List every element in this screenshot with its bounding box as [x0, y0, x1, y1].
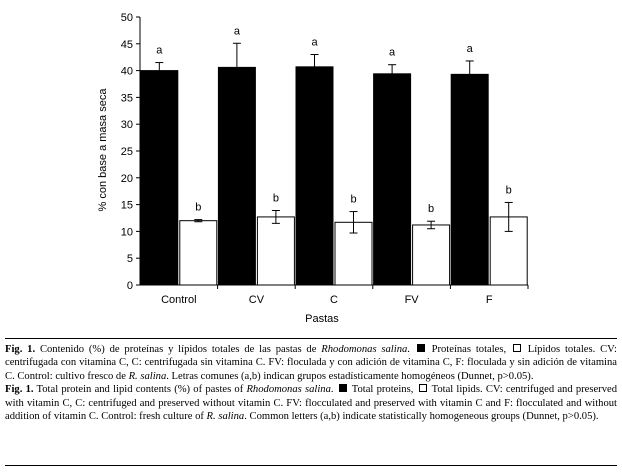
x-tick-label: FV — [405, 294, 420, 306]
y-tick-label: 10 — [121, 226, 133, 238]
y-tick-label: 40 — [121, 66, 133, 78]
bar — [412, 224, 451, 286]
caption-bottom-rule — [5, 465, 617, 466]
white-square-icon — [512, 344, 521, 352]
y-tick-label: 5 — [127, 253, 133, 265]
caption-es-text-3: . Letras comunes (a,b) indican grupos es… — [166, 370, 534, 382]
bar — [179, 220, 218, 286]
caption-top-rule — [5, 338, 617, 339]
y-tick-label: 15 — [121, 200, 133, 212]
significance-label: b — [195, 202, 201, 214]
significance-label: b — [506, 184, 512, 196]
chart-axes: 0 5 10 15 20 25 30 35 40 45 50 Control CV C FV F — [121, 12, 529, 306]
significance-label: b — [350, 194, 356, 206]
caption-en-legend-2: Total lipids. CV: centrifuged and preser… — [5, 384, 618, 423]
x-tick-label: F — [486, 294, 493, 306]
bar — [450, 73, 489, 286]
black-square-icon — [416, 344, 425, 352]
y-tick-label: 0 — [127, 280, 133, 292]
caption-spanish: Fig. 1. Contenido (%) de proteínas y líp… — [5, 343, 617, 383]
x-axis-title: Pastas — [305, 313, 339, 325]
bar — [217, 66, 256, 286]
y-tick-label: 50 — [121, 12, 133, 24]
y-tick-label: 35 — [121, 92, 133, 104]
y-tick-label: 20 — [121, 173, 133, 185]
white-square-icon — [418, 384, 427, 393]
bar — [373, 73, 412, 286]
caption-en-label: Fig. 1. — [5, 384, 34, 396]
caption-es-label: Fig. 1. — [5, 344, 36, 355]
caption-en-text-3: . Common letters (a,b) indicate statisti… — [244, 411, 599, 423]
significance-label: a — [389, 47, 396, 59]
caption-en-species-2: R. salina — [206, 411, 245, 423]
caption-es-species: Rhodomonas salina — [321, 344, 408, 355]
x-tick-label: CV — [249, 294, 265, 306]
caption-en-legend-1: Total proteins, — [348, 384, 417, 396]
significance-label: b — [273, 192, 279, 204]
significance-label: a — [311, 37, 318, 49]
y-tick-label: 30 — [121, 119, 133, 131]
figure-caption: Fig. 1. Contenido (%) de proteínas y líp… — [5, 343, 617, 423]
y-axis-title: % con base a masa seca — [97, 88, 109, 212]
bar — [256, 216, 295, 286]
significance-label: a — [156, 45, 163, 57]
caption-es-species-2: R. salina — [128, 370, 167, 382]
caption-en-text-2: . — [330, 384, 337, 396]
significance-label: b — [428, 203, 434, 215]
caption-en-text-1: Total protein and lipid contents (%) of … — [33, 384, 247, 396]
chart-bars: a b a b a b a b a b — [140, 25, 528, 286]
y-tick-label: 45 — [121, 39, 133, 51]
significance-label: a — [234, 25, 241, 37]
black-square-icon — [338, 384, 347, 393]
bar-chart: 0 5 10 15 20 25 30 35 40 45 50 Control CV C FV F a b a b a b… — [97, 12, 529, 325]
bar — [140, 70, 179, 286]
bar — [295, 66, 334, 286]
caption-es-legend-1: Proteínas totales, — [426, 344, 511, 355]
caption-es-legend-2: Lípidos totales. CV: centrifugada con vi… — [5, 344, 617, 382]
caption-es-text-2: . — [407, 344, 415, 355]
y-tick-label: 25 — [121, 146, 133, 158]
caption-english: Fig. 1. Total protein and lipid contents… — [5, 383, 617, 423]
x-tick-label: Control — [161, 294, 196, 306]
caption-es-text-1: Contenido (%) de proteínas y lípidos tot… — [35, 344, 322, 355]
caption-en-species: Rhodomonas salina — [246, 384, 331, 396]
x-tick-label: C — [330, 294, 338, 306]
significance-label: a — [467, 43, 474, 55]
